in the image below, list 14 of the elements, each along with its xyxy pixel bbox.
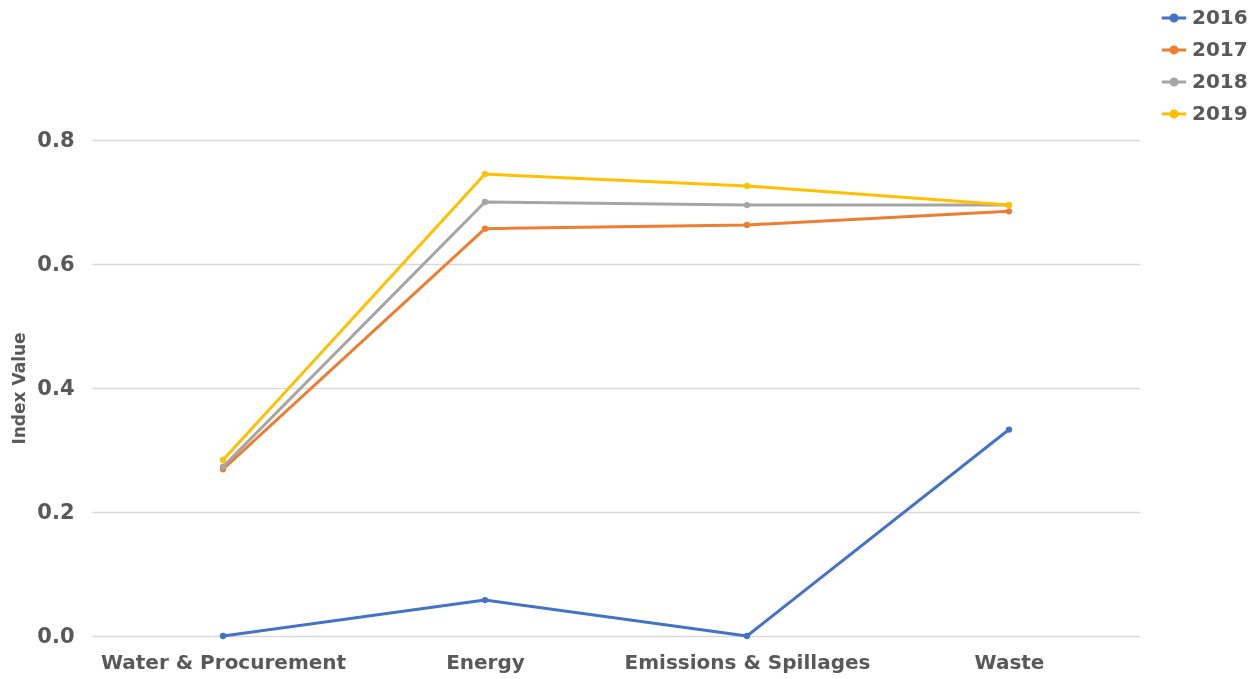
legend-label: 2017 — [1192, 37, 1248, 61]
x-tick-label: Water & Procurement — [100, 649, 347, 674]
x-tick-label: Energy — [446, 649, 525, 674]
y-tick-label: 0.8 — [37, 127, 75, 152]
legend-label: 2019 — [1192, 101, 1248, 125]
x-tick-label: Waste — [974, 649, 1045, 674]
y-tick-label: 0.4 — [37, 375, 75, 400]
y-tick-label: 0.6 — [37, 251, 75, 276]
x-tick-label: Emissions & Spillages — [624, 649, 871, 674]
y-tick-label: 0.0 — [37, 623, 75, 648]
legend-label: 2016 — [1192, 5, 1248, 29]
y-axis-title: Index Value — [9, 332, 30, 445]
legend-label: 2018 — [1192, 69, 1248, 93]
y-tick-label: 0.2 — [37, 499, 75, 524]
